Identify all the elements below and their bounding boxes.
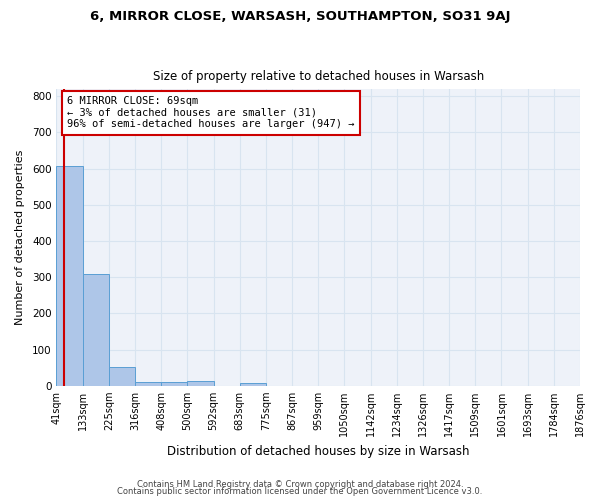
Bar bbox=[135, 382, 161, 386]
Bar bbox=[187, 381, 214, 386]
Bar bbox=[109, 367, 135, 386]
Bar bbox=[83, 274, 109, 386]
X-axis label: Distribution of detached houses by size in Warsash: Distribution of detached houses by size … bbox=[167, 444, 469, 458]
Bar bbox=[56, 166, 83, 386]
Text: Contains HM Land Registry data © Crown copyright and database right 2024.: Contains HM Land Registry data © Crown c… bbox=[137, 480, 463, 489]
Bar bbox=[161, 382, 187, 386]
Title: Size of property relative to detached houses in Warsash: Size of property relative to detached ho… bbox=[152, 70, 484, 84]
Y-axis label: Number of detached properties: Number of detached properties bbox=[15, 150, 25, 325]
Text: Contains public sector information licensed under the Open Government Licence v3: Contains public sector information licen… bbox=[118, 487, 482, 496]
Text: 6, MIRROR CLOSE, WARSASH, SOUTHAMPTON, SO31 9AJ: 6, MIRROR CLOSE, WARSASH, SOUTHAMPTON, S… bbox=[90, 10, 510, 23]
Bar bbox=[239, 383, 266, 386]
Text: 6 MIRROR CLOSE: 69sqm
← 3% of detached houses are smaller (31)
96% of semi-detac: 6 MIRROR CLOSE: 69sqm ← 3% of detached h… bbox=[67, 96, 355, 130]
